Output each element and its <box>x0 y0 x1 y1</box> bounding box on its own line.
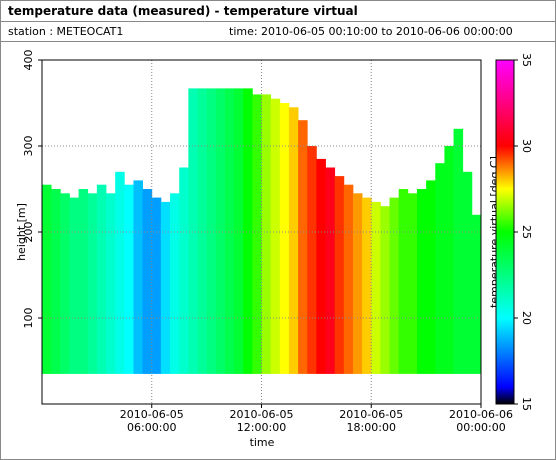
data-column <box>325 167 336 374</box>
data-column <box>453 128 464 374</box>
colorbar-tick-label: 15 <box>520 397 533 411</box>
data-column <box>179 167 189 374</box>
data-column <box>380 206 390 374</box>
x-tick-label: 2010-06-05 18:00:00 <box>339 408 404 434</box>
x-axis-label: time <box>250 436 275 449</box>
data-column <box>316 158 326 374</box>
data-column <box>435 163 445 374</box>
colorbar-tick-label: 20 <box>520 311 533 325</box>
data-column <box>51 189 61 374</box>
data-column <box>261 94 272 374</box>
chart-title: temperature data (measured) - temperatur… <box>8 4 358 18</box>
data-column <box>151 197 162 374</box>
colorbar-tick-label: 35 <box>520 53 533 67</box>
data-column <box>170 193 180 374</box>
data-column <box>106 193 116 374</box>
data-column <box>352 193 363 374</box>
data-column <box>124 184 134 374</box>
data-column <box>307 146 317 374</box>
x-tick-label: 2010-06-05 12:00:00 <box>229 408 294 434</box>
data-column <box>407 193 418 374</box>
data-column <box>60 193 70 374</box>
data-column <box>224 88 235 374</box>
data-column <box>371 201 381 374</box>
plot-border <box>41 59 482 405</box>
y-axis-label: height [m] <box>15 203 28 261</box>
period: time: 2010-06-05 00:10:00 to 2010-06-06 … <box>229 25 513 38</box>
data-column <box>288 107 299 374</box>
data-column <box>252 94 262 374</box>
data-column <box>343 184 354 374</box>
data-column <box>426 180 436 374</box>
data-column <box>389 197 400 374</box>
station: station : METEOCAT1 <box>8 25 123 38</box>
colorbar-tick-label: 30 <box>520 139 533 153</box>
data-column <box>42 184 52 374</box>
colorbar-tick-label: 25 <box>520 225 533 239</box>
data-column <box>197 88 208 374</box>
data-column <box>78 189 89 374</box>
data-column <box>298 120 308 374</box>
x-tick-label: 2010-06-05 06:00:00 <box>119 408 184 434</box>
data-column <box>471 214 482 374</box>
data-column <box>188 88 198 374</box>
data-column <box>206 88 217 374</box>
data-column <box>398 189 409 374</box>
data-column <box>362 197 372 374</box>
colorbar <box>495 59 515 405</box>
data-column <box>270 98 281 374</box>
x-tick-label: 2010-06-06 00:00:00 <box>449 408 513 434</box>
data-column <box>142 189 153 374</box>
y-tick-label: 200 <box>22 222 35 243</box>
data-column <box>96 184 107 374</box>
data-column <box>69 197 79 374</box>
data-column <box>234 88 244 374</box>
y-tick-label: 300 <box>22 136 35 157</box>
data-column <box>416 189 427 374</box>
data-column <box>444 146 454 374</box>
data-column <box>115 171 125 374</box>
data-column <box>462 171 473 374</box>
data-column <box>133 180 144 374</box>
data-column <box>160 201 171 374</box>
data-column <box>334 176 345 374</box>
data-column <box>215 88 226 374</box>
data-column <box>87 193 98 374</box>
y-tick-label: 100 <box>22 308 35 329</box>
data-column <box>279 103 290 374</box>
data-column <box>243 88 253 374</box>
y-tick-label: 400 <box>22 50 35 71</box>
